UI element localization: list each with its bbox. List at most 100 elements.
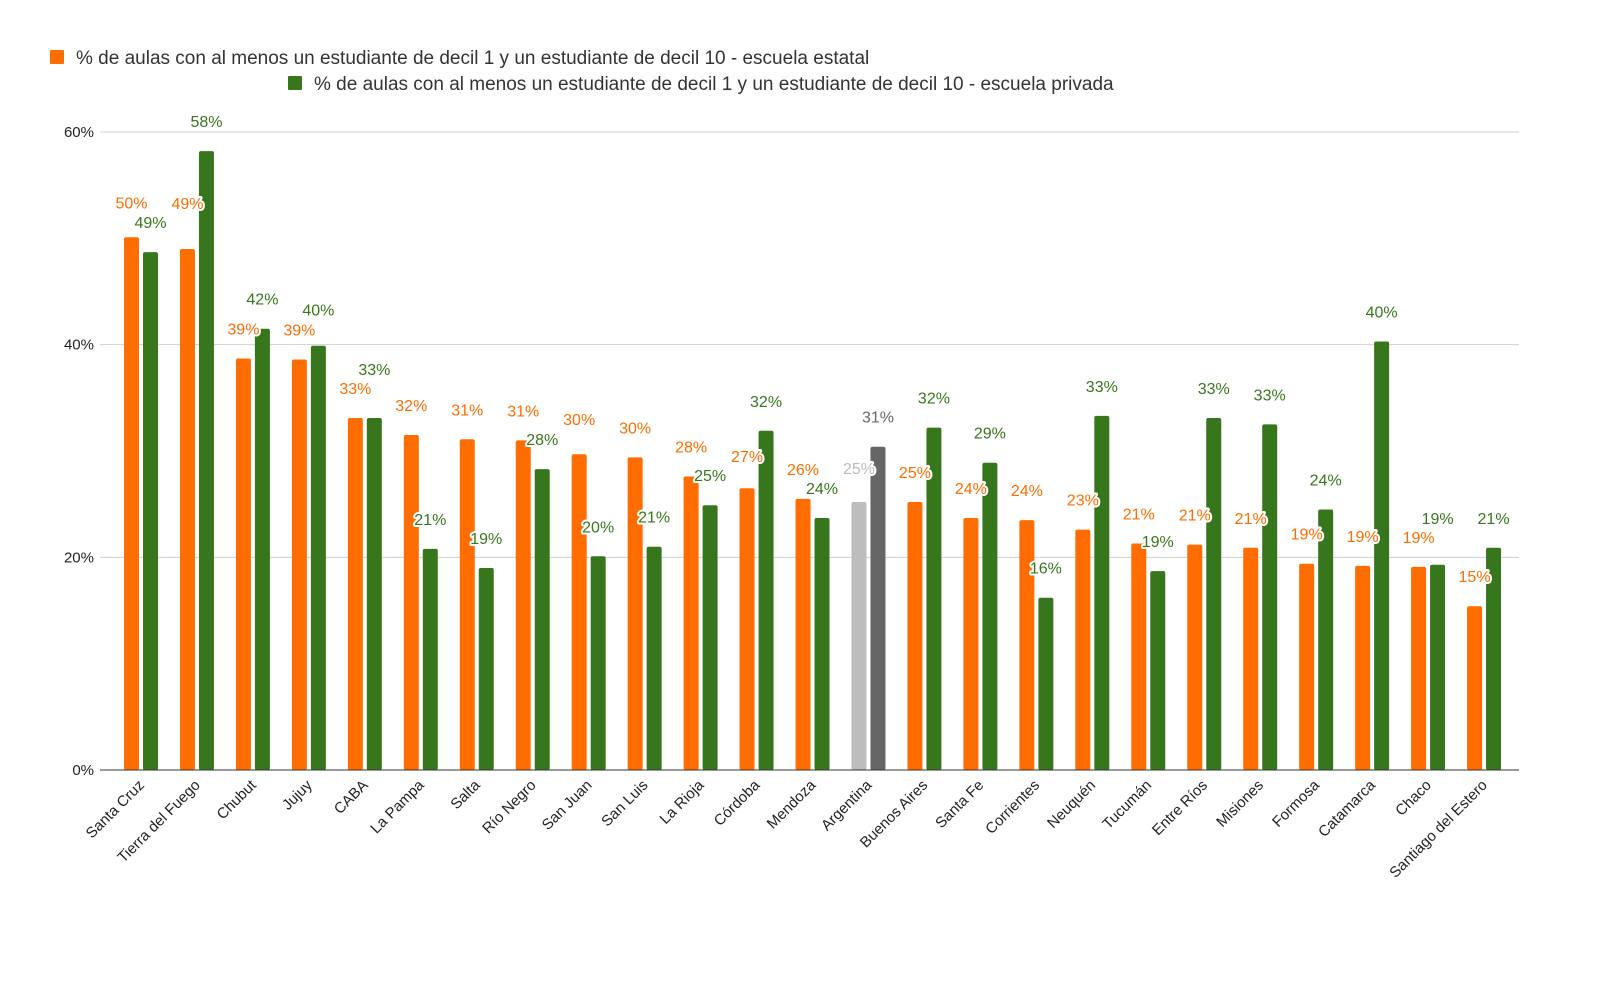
x-tick-label: Chaco bbox=[1392, 777, 1435, 820]
x-tick-label: CABA bbox=[331, 777, 372, 818]
y-tick-label: 20% bbox=[64, 549, 94, 566]
legend: % de aulas con al menos un estudiante de… bbox=[50, 48, 1114, 95]
data-label: 33% bbox=[358, 362, 390, 379]
data-label: 28% bbox=[526, 432, 558, 449]
x-tick-label: Catamarca bbox=[1315, 776, 1379, 840]
y-tick-label: 40% bbox=[64, 337, 94, 354]
bar-estatal bbox=[1467, 606, 1483, 770]
bar-estatal bbox=[291, 359, 307, 770]
bar-privada bbox=[1094, 415, 1110, 770]
bar-estatal bbox=[1243, 547, 1259, 770]
bar-privada bbox=[1038, 597, 1054, 770]
bar-estatal bbox=[683, 476, 699, 770]
data-label: 33% bbox=[1086, 379, 1118, 396]
legend-swatch-privada bbox=[288, 76, 302, 90]
x-tick-label: Tucumán bbox=[1099, 777, 1155, 833]
data-label: 21% bbox=[1123, 507, 1155, 524]
data-label: 58% bbox=[190, 114, 222, 131]
x-tick-label: Entre Ríos bbox=[1149, 777, 1211, 839]
bar-privada bbox=[814, 517, 830, 770]
bar-estatal bbox=[963, 517, 979, 770]
bar-estatal bbox=[571, 454, 587, 770]
x-tick-label: La Pampa bbox=[367, 776, 428, 837]
bar-estatal bbox=[515, 440, 531, 770]
x-tick-label: Río Negro bbox=[479, 777, 539, 837]
data-label: 33% bbox=[339, 381, 371, 398]
bar-privada bbox=[143, 252, 158, 770]
data-label: 32% bbox=[918, 391, 950, 408]
bar-privada bbox=[198, 151, 214, 770]
bar-estatal bbox=[347, 418, 363, 770]
bar-privada bbox=[478, 567, 494, 770]
x-tick-label: Formosa bbox=[1269, 776, 1323, 830]
bar-estatal bbox=[627, 457, 643, 770]
bar-privada bbox=[1262, 424, 1278, 770]
x-tick-label: Santa Fe bbox=[932, 777, 987, 832]
data-label: 29% bbox=[974, 426, 1006, 443]
x-tick-label: Santiago del Estero bbox=[1386, 777, 1491, 882]
data-label: 25% bbox=[899, 465, 931, 482]
data-label: 21% bbox=[1179, 508, 1211, 525]
data-label: 16% bbox=[1030, 561, 1062, 578]
bar-estatal bbox=[235, 358, 251, 770]
data-label: 31% bbox=[507, 403, 539, 420]
bar-estatal bbox=[1131, 543, 1147, 770]
legend-label-estatal: % de aulas con al menos un estudiante de… bbox=[76, 48, 869, 69]
bar-privada bbox=[926, 427, 942, 770]
data-label: 50% bbox=[115, 195, 147, 212]
y-tick-label: 60% bbox=[64, 124, 94, 141]
data-label: 33% bbox=[1198, 381, 1230, 398]
bar-estatal bbox=[1075, 529, 1091, 770]
bar-privada bbox=[702, 505, 718, 770]
bar-estatal bbox=[795, 498, 811, 770]
data-label: 40% bbox=[302, 303, 334, 320]
bar-privada bbox=[1374, 341, 1390, 770]
bar-estatal bbox=[851, 502, 867, 770]
data-label: 19% bbox=[1142, 534, 1174, 551]
data-label: 49% bbox=[134, 215, 166, 232]
data-label: 23% bbox=[1067, 493, 1099, 510]
data-label: 24% bbox=[806, 481, 838, 498]
data-label: 32% bbox=[750, 394, 782, 411]
data-label: 26% bbox=[787, 462, 819, 479]
data-label: 25% bbox=[843, 461, 875, 478]
x-tick-label: Salta bbox=[447, 776, 484, 813]
data-label: 19% bbox=[1347, 529, 1379, 546]
data-label: 21% bbox=[1478, 511, 1510, 528]
x-tick-label: Misiones bbox=[1213, 777, 1267, 831]
legend-swatch-estatal bbox=[50, 50, 64, 64]
data-label: 15% bbox=[1459, 569, 1491, 586]
bar-privada bbox=[758, 430, 774, 770]
bar-estatal bbox=[739, 488, 755, 770]
x-tick-label: Chubut bbox=[214, 776, 261, 823]
legend-item-estatal[interactable]: % de aulas con al menos un estudiante de… bbox=[50, 48, 869, 69]
data-label: 42% bbox=[246, 292, 278, 309]
bar-privada bbox=[1150, 571, 1166, 770]
bar-privada bbox=[982, 462, 998, 770]
bar-estatal bbox=[1355, 565, 1371, 770]
bar-privada bbox=[254, 328, 270, 770]
y-tick-label: 0% bbox=[72, 762, 94, 779]
data-label: 21% bbox=[414, 512, 446, 529]
bar-estatal bbox=[403, 435, 419, 770]
data-label: 31% bbox=[862, 410, 894, 427]
data-label: 28% bbox=[675, 440, 707, 457]
x-tick-label: Neuquén bbox=[1044, 777, 1099, 832]
bar-privada bbox=[422, 548, 438, 770]
bar-estatal bbox=[1411, 566, 1427, 770]
data-label: 27% bbox=[731, 449, 763, 466]
data-label: 33% bbox=[1254, 387, 1286, 404]
bar-privada bbox=[366, 418, 382, 770]
legend-item-privada[interactable]: % de aulas con al menos un estudiante de… bbox=[288, 74, 1114, 95]
data-label: 21% bbox=[638, 510, 670, 527]
bar-estatal bbox=[907, 502, 923, 770]
data-label: 19% bbox=[470, 531, 502, 548]
legend-label-privada: % de aulas con al menos un estudiante de… bbox=[314, 74, 1114, 95]
data-label: 30% bbox=[619, 420, 651, 437]
bar-estatal bbox=[1019, 520, 1035, 770]
bar-estatal bbox=[124, 237, 139, 770]
bar-estatal bbox=[1187, 544, 1203, 770]
data-label: 19% bbox=[1403, 530, 1435, 547]
